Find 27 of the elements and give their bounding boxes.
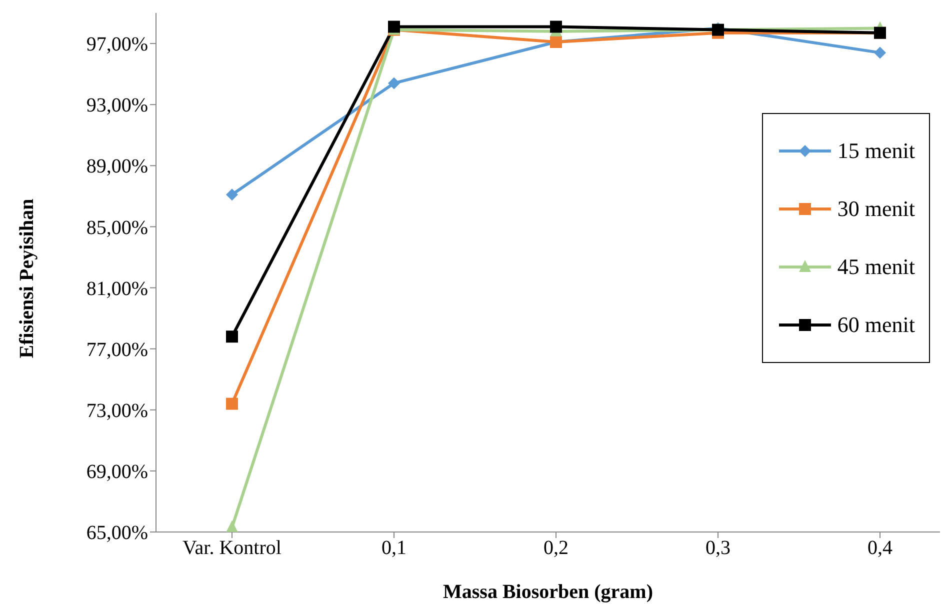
point <box>226 330 238 343</box>
point <box>226 188 238 201</box>
x-tick-label: Var. Kontrol <box>182 537 282 560</box>
legend-label: 45 menit <box>837 254 915 280</box>
point <box>550 20 562 33</box>
x-tick-label: 0,1 <box>382 537 406 560</box>
point <box>226 398 238 410</box>
x-tick-label: 0,4 <box>868 537 892 560</box>
y-tick-label: 69,00% <box>86 461 148 484</box>
point <box>226 520 238 532</box>
legend-label: 30 menit <box>837 196 915 222</box>
x-axis-title: Massa Biosorben (gram) <box>443 581 653 603</box>
legend-label: 15 menit <box>837 138 915 164</box>
y-axis-title: Efisiensi Peyisihan <box>16 198 40 358</box>
legend-label: 60 menit <box>837 312 915 338</box>
y-tick-label: 65,00% <box>86 522 148 544</box>
x-tick-label: 0,3 <box>706 537 730 560</box>
y-tick-label: 93,00% <box>86 94 148 117</box>
y-tick-label: 81,00% <box>86 278 148 300</box>
point <box>874 46 886 59</box>
point <box>388 77 400 90</box>
y-tick-label: 73,00% <box>86 400 148 422</box>
y-tick-label: 97,00% <box>86 34 148 56</box>
x-tick-label: 0,2 <box>544 537 568 560</box>
y-tick-label: 77,00% <box>86 338 148 361</box>
y-tick-label: 85,00% <box>86 216 148 239</box>
y-tick-label: 89,00% <box>86 156 148 178</box>
